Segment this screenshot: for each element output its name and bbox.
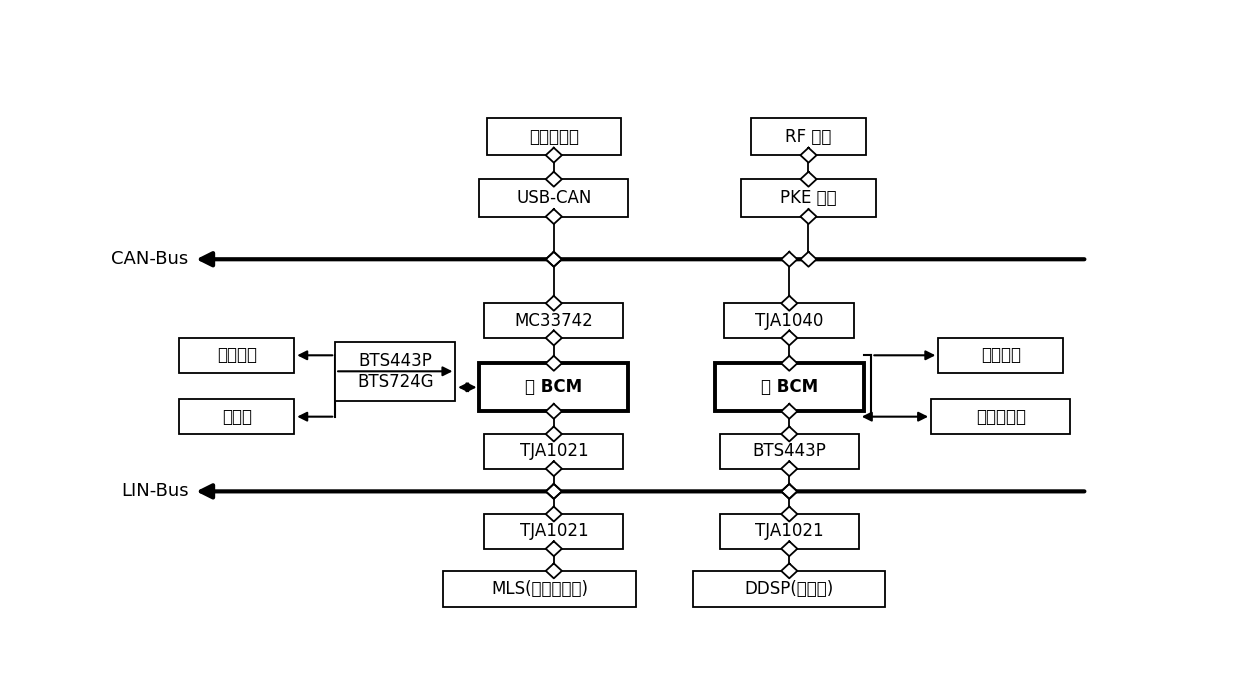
Polygon shape <box>546 331 562 345</box>
Polygon shape <box>800 172 817 186</box>
Polygon shape <box>546 462 562 476</box>
Text: LIN-Bus: LIN-Bus <box>122 482 188 500</box>
Polygon shape <box>546 209 562 224</box>
Polygon shape <box>781 426 797 441</box>
Polygon shape <box>800 148 817 163</box>
Polygon shape <box>546 563 562 579</box>
FancyBboxPatch shape <box>751 118 867 155</box>
Polygon shape <box>546 484 562 499</box>
Polygon shape <box>546 252 562 267</box>
Polygon shape <box>546 484 562 499</box>
FancyBboxPatch shape <box>480 179 629 216</box>
FancyBboxPatch shape <box>719 514 859 549</box>
FancyBboxPatch shape <box>693 571 885 607</box>
Text: 上位机软件: 上位机软件 <box>528 128 579 146</box>
Polygon shape <box>546 172 562 186</box>
Text: TJA1021: TJA1021 <box>520 523 588 541</box>
Polygon shape <box>800 209 817 224</box>
Polygon shape <box>781 296 797 310</box>
Polygon shape <box>781 356 797 371</box>
Polygon shape <box>781 507 797 522</box>
Text: BTS443P: BTS443P <box>753 442 826 460</box>
Text: 车窗模块: 车窗模块 <box>981 346 1021 365</box>
Polygon shape <box>781 541 797 556</box>
FancyBboxPatch shape <box>742 179 875 216</box>
Polygon shape <box>781 331 797 345</box>
Polygon shape <box>546 541 562 556</box>
Text: BTS443P
BTS724G: BTS443P BTS724G <box>357 352 434 391</box>
Polygon shape <box>546 507 562 522</box>
Text: 后 BCM: 后 BCM <box>760 378 818 396</box>
FancyBboxPatch shape <box>484 304 624 338</box>
Polygon shape <box>781 252 797 267</box>
Polygon shape <box>781 404 797 419</box>
Polygon shape <box>546 252 562 267</box>
Polygon shape <box>546 296 562 310</box>
Polygon shape <box>781 484 797 499</box>
Text: 前车灯组: 前车灯组 <box>217 346 257 365</box>
FancyBboxPatch shape <box>719 434 859 468</box>
Polygon shape <box>546 404 562 419</box>
FancyBboxPatch shape <box>714 363 864 412</box>
Text: 雨刷器: 雨刷器 <box>222 407 252 426</box>
Polygon shape <box>781 484 797 499</box>
FancyBboxPatch shape <box>179 399 294 434</box>
Polygon shape <box>781 462 797 476</box>
FancyBboxPatch shape <box>480 363 629 412</box>
Polygon shape <box>800 252 817 267</box>
Text: 前 BCM: 前 BCM <box>526 378 583 396</box>
FancyBboxPatch shape <box>724 304 854 338</box>
FancyBboxPatch shape <box>179 338 294 373</box>
FancyBboxPatch shape <box>484 514 624 549</box>
Text: TJA1021: TJA1021 <box>520 442 588 460</box>
Text: 车门锁模块: 车门锁模块 <box>976 407 1025 426</box>
Text: PKE 模块: PKE 模块 <box>780 189 837 207</box>
Text: USB-CAN: USB-CAN <box>516 189 591 207</box>
FancyBboxPatch shape <box>486 118 621 155</box>
FancyBboxPatch shape <box>931 399 1070 434</box>
Text: MC33742: MC33742 <box>515 312 593 330</box>
Polygon shape <box>546 148 562 163</box>
Polygon shape <box>546 356 562 371</box>
Polygon shape <box>781 563 797 579</box>
Text: RF 电路: RF 电路 <box>785 128 832 146</box>
Text: DDSP(后视镜): DDSP(后视镜) <box>745 580 833 598</box>
FancyBboxPatch shape <box>335 342 455 401</box>
Text: MLS(大灯开关组): MLS(大灯开关组) <box>491 580 588 598</box>
FancyBboxPatch shape <box>939 338 1063 373</box>
FancyBboxPatch shape <box>444 571 635 607</box>
Text: TJA1021: TJA1021 <box>755 523 823 541</box>
Text: CAN-Bus: CAN-Bus <box>112 250 188 268</box>
Text: TJA1040: TJA1040 <box>755 312 823 330</box>
Polygon shape <box>546 426 562 441</box>
FancyBboxPatch shape <box>484 434 624 468</box>
